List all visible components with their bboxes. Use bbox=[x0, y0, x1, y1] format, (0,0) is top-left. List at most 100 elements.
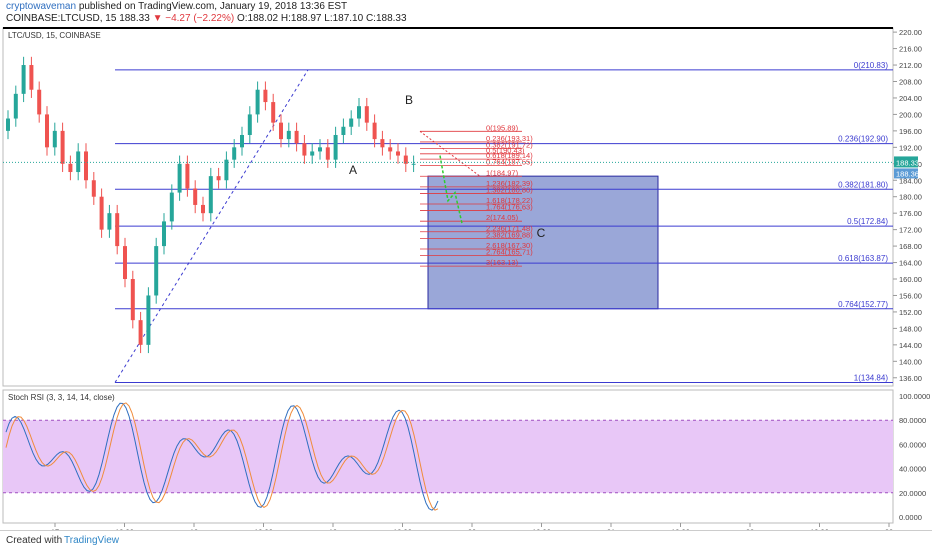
fib-red-label: 0(195.89) bbox=[486, 123, 519, 132]
fib-red-label: 0.764(187.55) bbox=[486, 158, 533, 167]
fib-red-label: 0.382(191.72) bbox=[486, 140, 533, 149]
x-tick-label: 21 bbox=[607, 528, 615, 530]
candle-body bbox=[403, 155, 408, 164]
y-tick-label: 204.00 bbox=[899, 94, 922, 103]
y-tick-label: 220.00 bbox=[899, 28, 922, 37]
candle-body bbox=[271, 102, 276, 123]
chart-area[interactable]: 136.00 140.00 144.00 148.00 152.00 156.00 160.… bbox=[0, 26, 932, 530]
fib-red-label: 2.382(169.88) bbox=[486, 230, 533, 239]
y-tick-label: 208.00 bbox=[899, 77, 922, 86]
chart-title: LTC/USD, 15, COINBASE bbox=[8, 31, 101, 40]
x-tick-label: 12:00 bbox=[532, 528, 551, 530]
candle-body bbox=[263, 89, 268, 103]
author-link[interactable]: cryptowaveman bbox=[6, 1, 77, 12]
created-with-label: Created with bbox=[6, 535, 63, 546]
rsi-title: Stoch RSI (3, 3, 14, 14, close) bbox=[8, 393, 115, 402]
x-tick-label: 12:00 bbox=[393, 528, 412, 530]
x-tick-label: 17 bbox=[51, 528, 59, 530]
candle-body bbox=[240, 134, 244, 148]
candle-body bbox=[154, 246, 159, 296]
candle-body bbox=[13, 93, 18, 119]
projection-arrow bbox=[439, 155, 463, 224]
fib-red-label: 0.5(190.43) bbox=[486, 146, 525, 155]
x-tick-label: 23 bbox=[885, 528, 893, 530]
fib-red-label: 1.618(178.22) bbox=[486, 196, 533, 205]
x-tick-label: 20 bbox=[468, 528, 476, 530]
y-tick-label: 216.00 bbox=[899, 45, 922, 54]
x-tick-label: 12:00 bbox=[115, 528, 134, 530]
candle-body bbox=[349, 118, 354, 127]
candle-body bbox=[123, 246, 127, 280]
fib-blue-label: 0.764(152.77) bbox=[838, 300, 888, 309]
candle-body bbox=[177, 163, 182, 193]
candle-body bbox=[169, 192, 174, 222]
y-tick-label: 160.00 bbox=[899, 275, 922, 284]
y-tick-label: 164.00 bbox=[899, 259, 922, 268]
candle-body bbox=[380, 139, 385, 148]
candle-body bbox=[372, 122, 377, 140]
last-price-text: 188.33 bbox=[896, 158, 919, 167]
candle-body bbox=[232, 147, 237, 160]
last-price-badge bbox=[894, 156, 918, 168]
target-box bbox=[427, 175, 659, 310]
wave-label: A bbox=[349, 163, 357, 177]
fib-blue-label: 0.382(181.80) bbox=[838, 180, 888, 189]
fib-red-trend bbox=[419, 130, 481, 177]
fib-blue-label: 0.5(172.84) bbox=[847, 217, 888, 226]
fib-red-label: 2.236(171.48) bbox=[486, 224, 533, 233]
candle-body bbox=[341, 126, 346, 135]
y-tick-label: 136.00 bbox=[899, 374, 922, 383]
y-tick-label: 140.00 bbox=[899, 357, 922, 366]
fib-blue-label: 1(134.84) bbox=[854, 374, 889, 383]
candle-body bbox=[216, 176, 221, 181]
candle-body bbox=[60, 130, 65, 164]
published-text: published on TradingView.com, January 19… bbox=[78, 1, 348, 12]
last-price-badge-2 bbox=[894, 168, 918, 179]
chart-header: cryptowaveman published on TradingView.c… bbox=[0, 0, 932, 26]
candle-body bbox=[302, 143, 307, 156]
x-tick-label: 18 bbox=[190, 528, 198, 530]
candle-body bbox=[357, 106, 361, 119]
rsi-tick-label: 20.0000 bbox=[899, 489, 926, 498]
fib-blue-label: 0(210.83) bbox=[854, 61, 889, 70]
fib-blue-label: 0.618(163.87) bbox=[838, 254, 888, 263]
tradingview-logo[interactable]: TradingView bbox=[64, 535, 120, 546]
y-tick-label: 168.00 bbox=[899, 242, 922, 251]
y-tick-label: 184.00 bbox=[899, 176, 922, 185]
change-label: ▼ −4.27 (−2.22%) bbox=[152, 13, 235, 24]
publish-line: cryptowaveman published on TradingView.c… bbox=[6, 1, 347, 12]
fib-red-label: 1.764(176.63) bbox=[486, 203, 533, 212]
candle-body bbox=[224, 159, 229, 181]
candle-body bbox=[364, 106, 369, 123]
y-tick-label: 180.00 bbox=[899, 193, 922, 202]
fib-red-label: 3(163.13) bbox=[486, 258, 519, 267]
y-tick-label: 212.00 bbox=[899, 61, 922, 70]
candle-body bbox=[76, 151, 81, 173]
candle-body bbox=[286, 130, 291, 140]
wave-label: B bbox=[405, 93, 413, 107]
x-tick-label: 12:00 bbox=[810, 528, 829, 530]
y-tick-label: 156.00 bbox=[899, 291, 922, 300]
fib-red-label: 1.236(182.39) bbox=[486, 179, 533, 188]
candle-body bbox=[146, 295, 151, 345]
y-tick-label: 172.00 bbox=[899, 226, 922, 235]
candle-body bbox=[247, 114, 252, 135]
y-tick-label: 200.00 bbox=[899, 110, 922, 119]
candle-body bbox=[185, 163, 190, 189]
candle-body bbox=[318, 147, 322, 152]
symbol-line: COINBASE:LTCUSD, 15 188.33 ▼ −4.27 (−2.2… bbox=[6, 13, 407, 24]
rsi-tick-label: 40.0000 bbox=[899, 465, 926, 474]
rsi-k-line bbox=[5, 402, 439, 511]
fib-red-label: 1.382(180.80) bbox=[486, 185, 533, 194]
x-tick-label: 19 bbox=[329, 528, 337, 530]
last-price-label: 188.33 bbox=[119, 13, 150, 24]
fib-red-label: 2(174.05) bbox=[486, 213, 519, 222]
candle-body bbox=[411, 163, 416, 165]
fib-blue-label: 0.236(192.90) bbox=[838, 135, 888, 144]
rsi-tick-label: 0.0000 bbox=[899, 513, 922, 522]
wave-label: C bbox=[537, 226, 546, 240]
last-price-text-2: 188.36 bbox=[896, 169, 919, 178]
candle-body bbox=[37, 89, 42, 115]
symbol-label: COINBASE:LTCUSD, 15 bbox=[6, 13, 117, 24]
candle-body bbox=[107, 213, 112, 230]
